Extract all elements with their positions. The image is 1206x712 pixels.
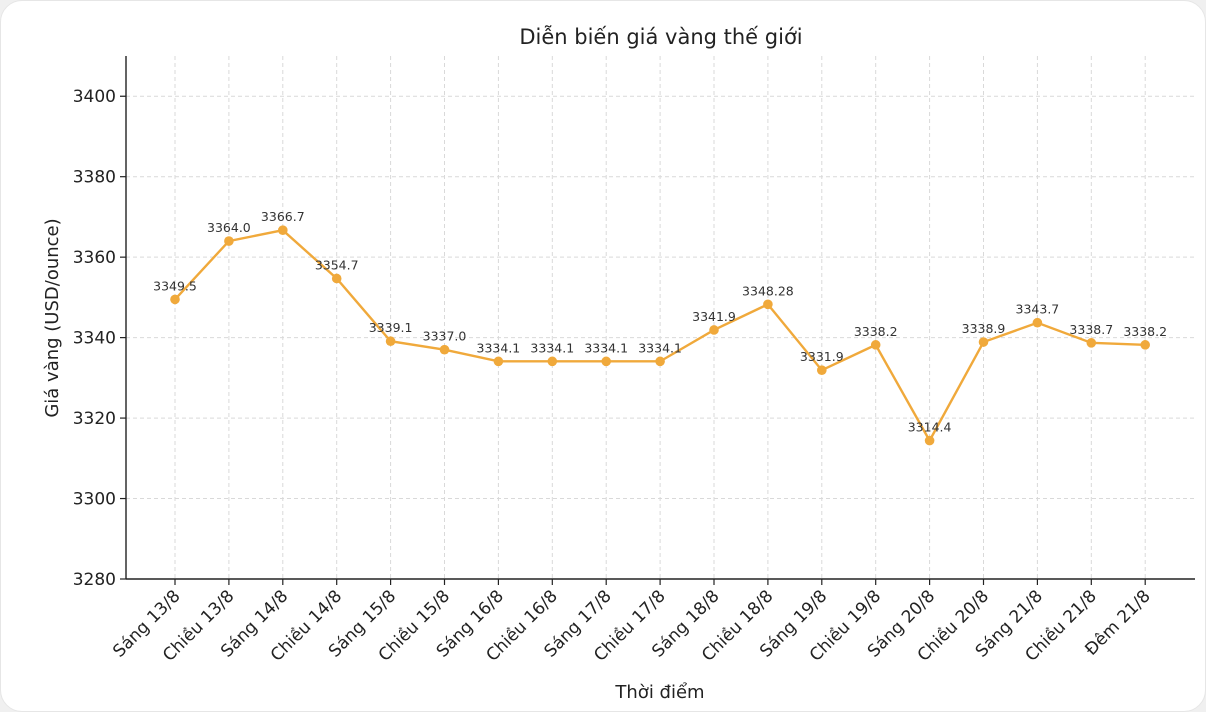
data-label: 3334.1: [638, 340, 682, 355]
data-label: 3334.1: [477, 340, 521, 355]
y-tick-label: 3320: [73, 409, 116, 429]
data-point: [1086, 338, 1097, 348]
data-label: 3338.2: [854, 324, 898, 339]
data-label: 3341.9: [692, 309, 736, 324]
data-point: [817, 365, 827, 376]
data-label: 3338.7: [1069, 322, 1113, 337]
data-point: [978, 337, 989, 347]
series: [170, 225, 1150, 446]
data-label: 3337.0: [423, 329, 467, 344]
chart-title: Diễn biến giá vàng thế giới: [519, 24, 802, 49]
data-label: 3354.7: [315, 257, 359, 272]
data-point: [331, 273, 342, 284]
data-point: [385, 336, 396, 347]
data-point: [763, 299, 773, 310]
data-label: 3338.2: [1123, 324, 1167, 339]
data-label: 3348.28: [742, 283, 794, 298]
data-point: [924, 435, 935, 446]
y-tick-label: 3380: [73, 168, 116, 188]
y-tick-label: 3340: [73, 329, 116, 349]
data-label: 3334.1: [584, 340, 628, 355]
data-label: 3349.5: [153, 278, 197, 293]
data-point: [547, 356, 558, 367]
data-label: 3343.7: [1016, 302, 1060, 317]
data-label: 3331.9: [800, 349, 844, 364]
y-ticks: 3280 3300 3320 3340 3360 3380 3400: [73, 87, 126, 590]
y-tick-label: 3360: [73, 248, 116, 268]
data-point: [439, 344, 450, 355]
data-point: [709, 325, 719, 335]
grid: [126, 56, 1195, 579]
data-point: [655, 356, 665, 367]
y-tick-label: 3300: [73, 490, 116, 510]
data-label: 3338.9: [962, 321, 1006, 336]
data-label: 3364.0: [207, 220, 251, 235]
data-label: 3366.7: [261, 209, 305, 224]
y-tick-label: 3280: [73, 570, 116, 590]
x-axis-title: Thời điểm: [614, 682, 704, 703]
data-point: [170, 294, 180, 305]
data-point: [601, 356, 611, 367]
data-point: [870, 340, 881, 350]
data-label: 3334.1: [530, 340, 574, 355]
y-axis-title: Giá vàng (USD/ounce): [42, 218, 63, 417]
data-label: 3314.4: [908, 420, 952, 435]
data-point: [278, 225, 288, 235]
data-labels: 3349.5 3364.0 3366.7 3354.7 3339.1 3337.0 3334…: [153, 209, 1167, 434]
data-point: [1140, 340, 1150, 350]
y-tick-label: 3400: [73, 87, 116, 107]
data-label: 3339.1: [369, 320, 413, 335]
data-point: [1032, 317, 1043, 328]
data-point: [224, 236, 234, 246]
data-point: [493, 356, 504, 367]
